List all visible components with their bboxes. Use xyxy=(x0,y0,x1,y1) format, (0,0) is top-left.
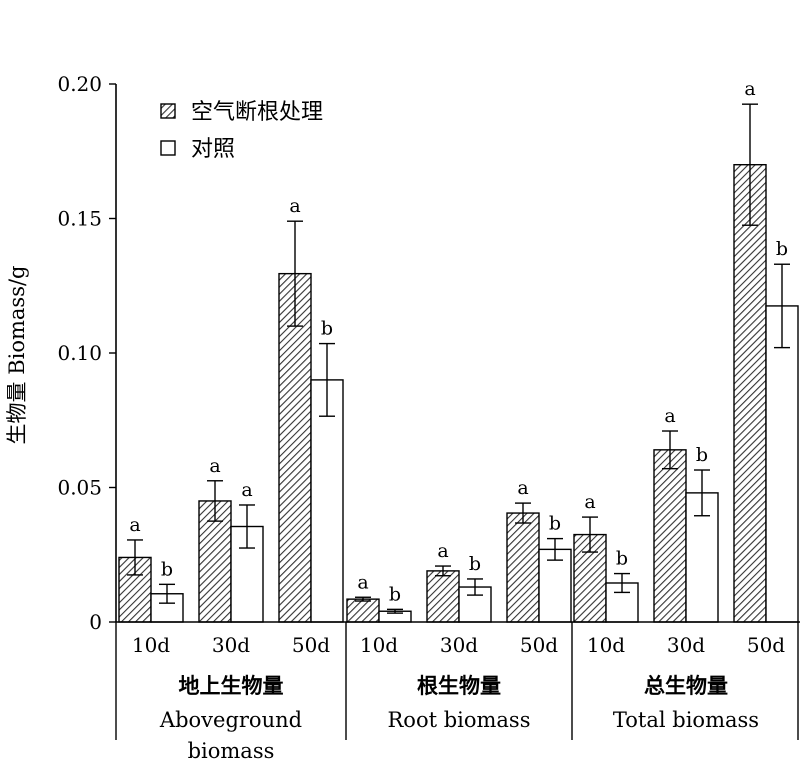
bar-treatment xyxy=(733,163,767,623)
group-title-en: biomass xyxy=(188,739,275,760)
group-title-en: Total biomass xyxy=(613,708,759,732)
significance-letter: a xyxy=(289,195,300,217)
x-tick-label: 10d xyxy=(587,633,625,657)
significance-letter: b xyxy=(469,553,481,575)
bar-treatment xyxy=(346,598,380,623)
legend-swatch xyxy=(160,103,176,119)
significance-letter: a xyxy=(129,514,140,536)
significance-letter: b xyxy=(161,558,173,580)
x-tick-label: 30d xyxy=(440,633,478,657)
group-title-zh: 根生物量 xyxy=(417,674,501,698)
significance-letter: a xyxy=(437,540,448,562)
x-tick-label: 50d xyxy=(292,633,330,657)
bar-treatment xyxy=(653,449,687,623)
y-tick-label: 0.10 xyxy=(57,341,102,365)
significance-letter: b xyxy=(549,513,561,535)
group-title-en: Aboveground xyxy=(159,708,302,732)
bar-treatment xyxy=(426,570,460,623)
bar-treatment xyxy=(506,512,540,623)
significance-letter: b xyxy=(776,238,788,260)
significance-letter: a xyxy=(584,491,595,513)
significance-letter: b xyxy=(616,548,628,570)
group-title-zh: 地上生物量 xyxy=(179,674,284,698)
x-tick-label: 30d xyxy=(212,633,250,657)
legend-label: 空气断根处理 xyxy=(191,100,323,125)
significance-letter: a xyxy=(357,571,368,593)
significance-letter: a xyxy=(744,78,755,100)
significance-letter: b xyxy=(321,318,333,340)
group-title-zh: 总生物量 xyxy=(644,674,728,698)
x-tick-label: 10d xyxy=(132,633,170,657)
significance-letter: a xyxy=(664,405,675,427)
significance-letter: a xyxy=(241,479,252,501)
y-tick-label: 0 xyxy=(89,610,102,634)
y-tick-label: 0.05 xyxy=(57,476,102,500)
y-axis-label: 生物量 Biomass/g xyxy=(5,266,29,445)
legend-label: 对照 xyxy=(191,137,235,162)
legend-swatch xyxy=(160,140,176,156)
bar-control xyxy=(538,548,572,623)
significance-letter: a xyxy=(209,455,220,477)
significance-letter: b xyxy=(696,444,708,466)
y-tick-label: 0.15 xyxy=(57,207,102,231)
x-tick-label: 50d xyxy=(520,633,558,657)
x-tick-label: 30d xyxy=(667,633,705,657)
bar-control xyxy=(765,305,799,623)
significance-letter: a xyxy=(517,477,528,499)
significance-letter: b xyxy=(389,583,401,605)
group-title-en: Root biomass xyxy=(387,708,530,732)
x-tick-label: 10d xyxy=(360,633,398,657)
y-tick-label: 0.20 xyxy=(57,72,102,96)
x-tick-label: 50d xyxy=(747,633,785,657)
